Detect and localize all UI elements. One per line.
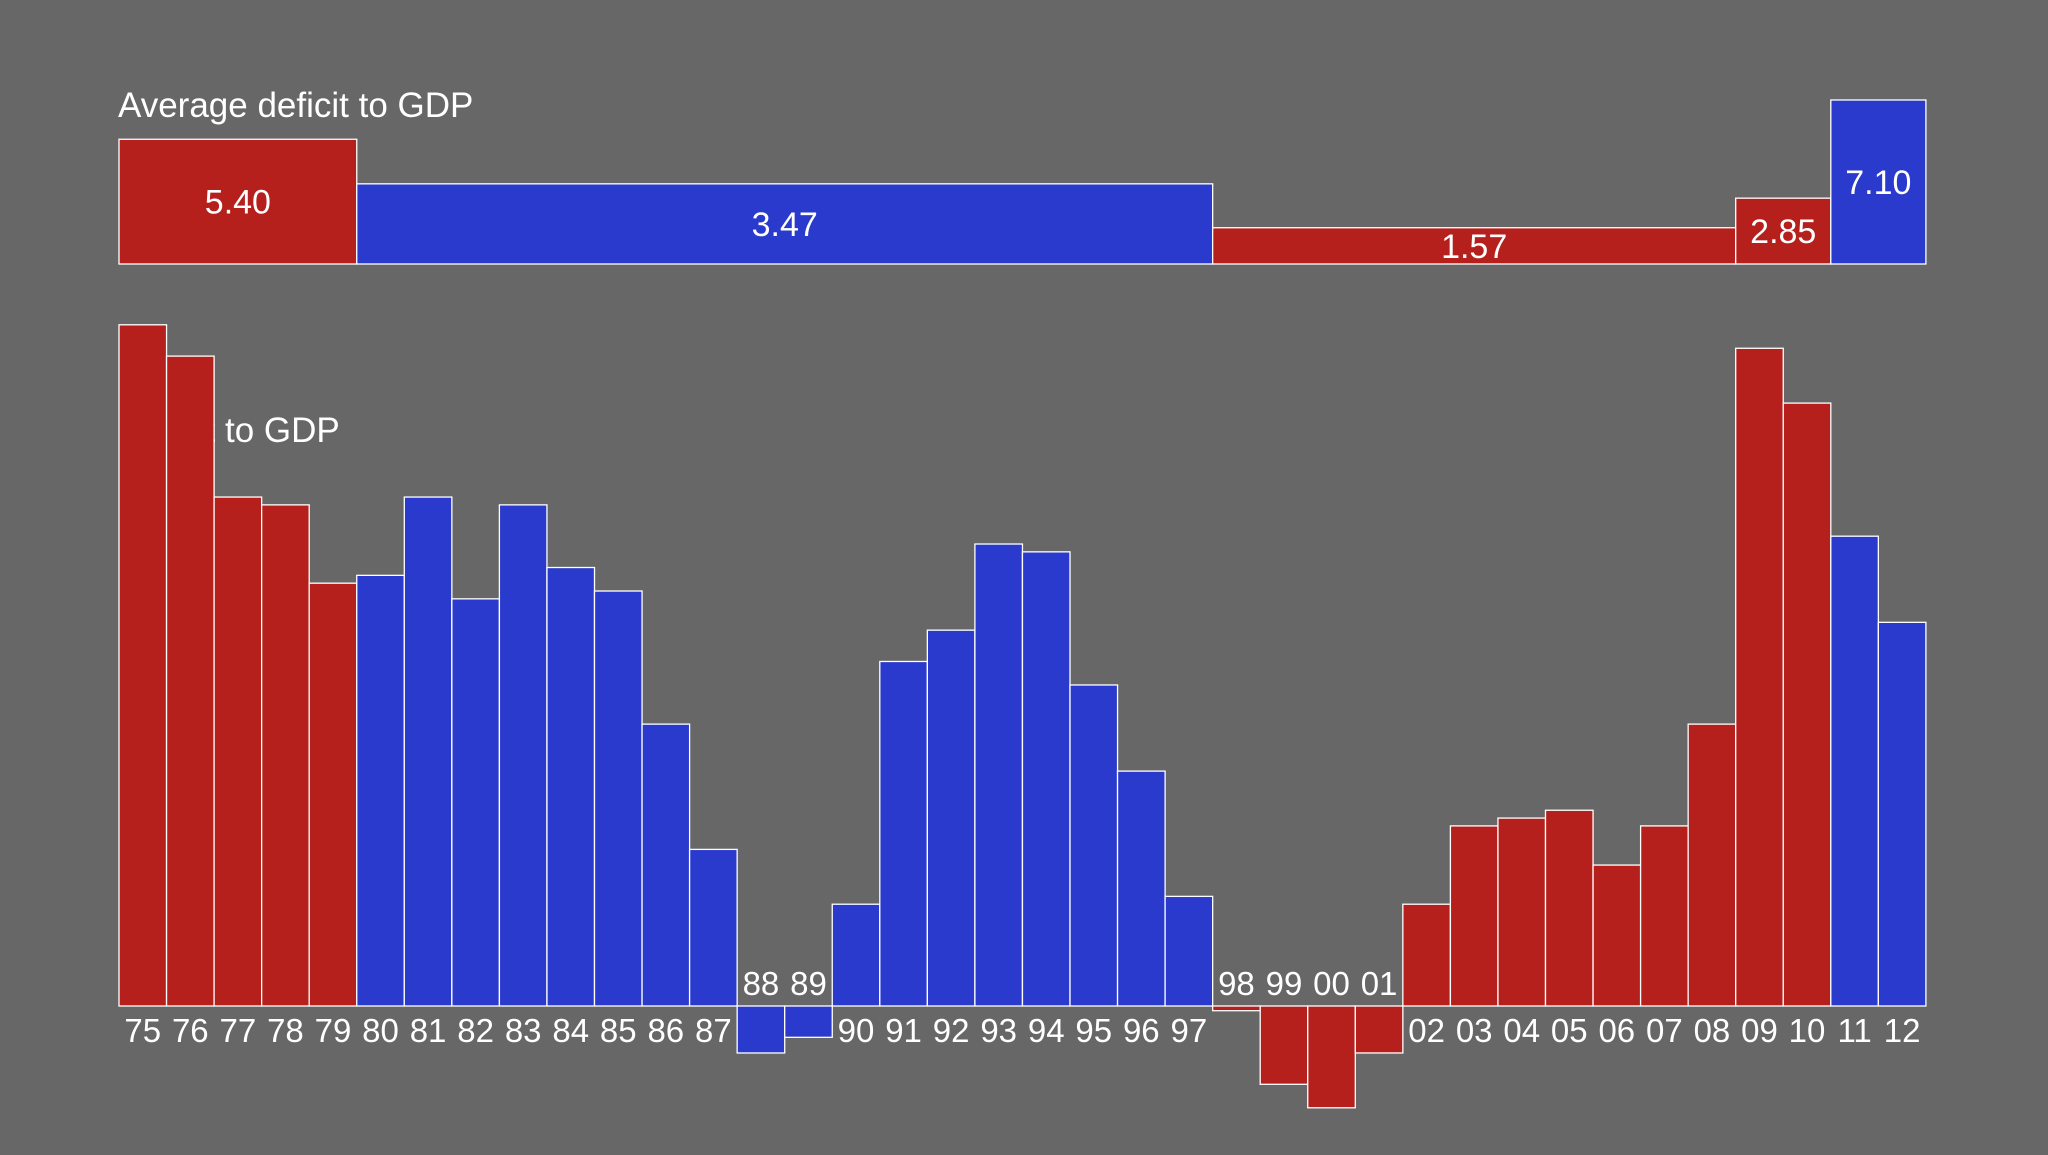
average-chart-title: Average deficit to GDP [118, 86, 473, 125]
year-tick-83: 83 [505, 1012, 542, 1049]
average-bar-11-12 [1830, 99, 1927, 265]
average-bar-75-79 [118, 138, 358, 265]
year-tick-81: 81 [410, 1012, 447, 1049]
year-tick-98: 98 [1218, 965, 1255, 1002]
deficit-bar-92 [926, 629, 976, 1007]
deficit-bar-75 [118, 324, 168, 1007]
deficit-bar-84 [546, 566, 596, 1007]
year-tick-86: 86 [647, 1012, 684, 1049]
deficit-bar-86 [641, 723, 691, 1007]
deficit-bar-00 [1307, 1005, 1356, 1109]
year-tick-03: 03 [1456, 1012, 1493, 1049]
year-tick-05: 05 [1551, 1012, 1588, 1049]
year-tick-97: 97 [1171, 1012, 1208, 1049]
year-tick-02: 02 [1408, 1012, 1445, 1049]
year-tick-87: 87 [695, 1012, 732, 1049]
deficit-bar-76 [165, 355, 215, 1007]
average-value-label: 3.47 [752, 206, 818, 244]
average-value-label: 5.40 [205, 184, 271, 222]
year-tick-09: 09 [1741, 1012, 1778, 1049]
deficit-bar-03 [1449, 825, 1499, 1007]
year-tick-90: 90 [838, 1012, 875, 1049]
year-tick-93: 93 [980, 1012, 1017, 1049]
deficit-bar-87 [688, 848, 738, 1007]
year-tick-79: 79 [315, 1012, 352, 1049]
deficit-bar-02 [1402, 903, 1452, 1007]
deficit-bar-98 [1212, 1005, 1261, 1012]
deficit-bar-94 [1021, 551, 1071, 1007]
yearly-bars-group [118, 324, 1927, 1109]
year-tick-99: 99 [1266, 965, 1303, 1002]
average-value-label: 7.10 [1845, 164, 1911, 202]
deficit-bar-88 [736, 1005, 786, 1054]
average-value-label: 1.57 [1441, 228, 1507, 266]
deficit-bar-12 [1877, 621, 1927, 1007]
deficit-bar-82 [451, 598, 501, 1007]
deficit-bar-89 [784, 1005, 833, 1038]
deficit-bar-81 [403, 496, 453, 1007]
deficit-bar-95 [1069, 684, 1119, 1007]
deficit-bar-10 [1782, 402, 1832, 1007]
year-tick-95: 95 [1075, 1012, 1112, 1049]
average-bar-98-08 [1212, 227, 1737, 265]
year-tick-89: 89 [790, 965, 827, 1002]
year-tick-88: 88 [743, 965, 780, 1002]
deficit-bar-80 [356, 574, 405, 1007]
year-tick-11: 11 [1837, 1012, 1871, 1049]
deficit-bar-85 [593, 590, 643, 1007]
year-tick-00: 00 [1313, 965, 1350, 1002]
deficit-bar-96 [1116, 770, 1166, 1007]
deficit-bar-78 [260, 504, 310, 1007]
year-tick-75: 75 [124, 1012, 161, 1049]
year-tick-77: 77 [220, 1012, 257, 1049]
deficit-bar-93 [974, 543, 1024, 1007]
year-tick-96: 96 [1123, 1012, 1160, 1049]
year-tick-10: 10 [1789, 1012, 1826, 1049]
deficit-bar-99 [1259, 1005, 1309, 1085]
year-tick-07: 07 [1646, 1012, 1683, 1049]
year-tick-84: 84 [552, 1012, 589, 1049]
year-tick-78: 78 [267, 1012, 304, 1049]
year-tick-82: 82 [457, 1012, 494, 1049]
average-bars-group: 5.40 3.47 1.57 2.85 7.10 [118, 99, 1927, 266]
deficit-bar-91 [879, 660, 928, 1007]
deficit-bar-05 [1544, 809, 1594, 1007]
year-tick-04: 04 [1503, 1012, 1540, 1049]
deficit-bar-06 [1592, 864, 1642, 1007]
year-tick-12: 12 [1884, 1012, 1921, 1049]
year-tick-06: 06 [1598, 1012, 1635, 1049]
deficit-bar-01 [1354, 1005, 1404, 1054]
year-tick-01: 01 [1361, 965, 1398, 1002]
year-tick-92: 92 [933, 1012, 970, 1049]
year-tick-85: 85 [600, 1012, 637, 1049]
deficit-bar-90 [831, 903, 881, 1007]
year-tick-94: 94 [1028, 1012, 1065, 1049]
year-tick-08: 08 [1694, 1012, 1731, 1049]
average-bar-80-97 [356, 183, 1214, 265]
year-tick-labels: 75 76 77 78 79 80 81 82 83 84 85 86 87 88 89 90 91 92 93 94… [124, 965, 1920, 1049]
average-bar-09-10 [1735, 197, 1832, 265]
year-tick-76: 76 [172, 1012, 209, 1049]
deficit-bar-08 [1687, 723, 1737, 1007]
year-tick-91: 91 [885, 1012, 922, 1049]
deficit-bar-11 [1830, 535, 1880, 1007]
year-tick-80: 80 [362, 1012, 399, 1049]
deficit-bar-77 [213, 496, 263, 1007]
deficit-bar-83 [498, 504, 548, 1007]
average-value-label: 2.85 [1750, 213, 1816, 251]
deficit-bar-79 [308, 582, 358, 1007]
deficit-bar-09 [1735, 347, 1784, 1007]
deficit-bar-04 [1497, 817, 1547, 1007]
deficit-bar-07 [1639, 825, 1689, 1007]
deficit-bar-97 [1164, 895, 1214, 1007]
